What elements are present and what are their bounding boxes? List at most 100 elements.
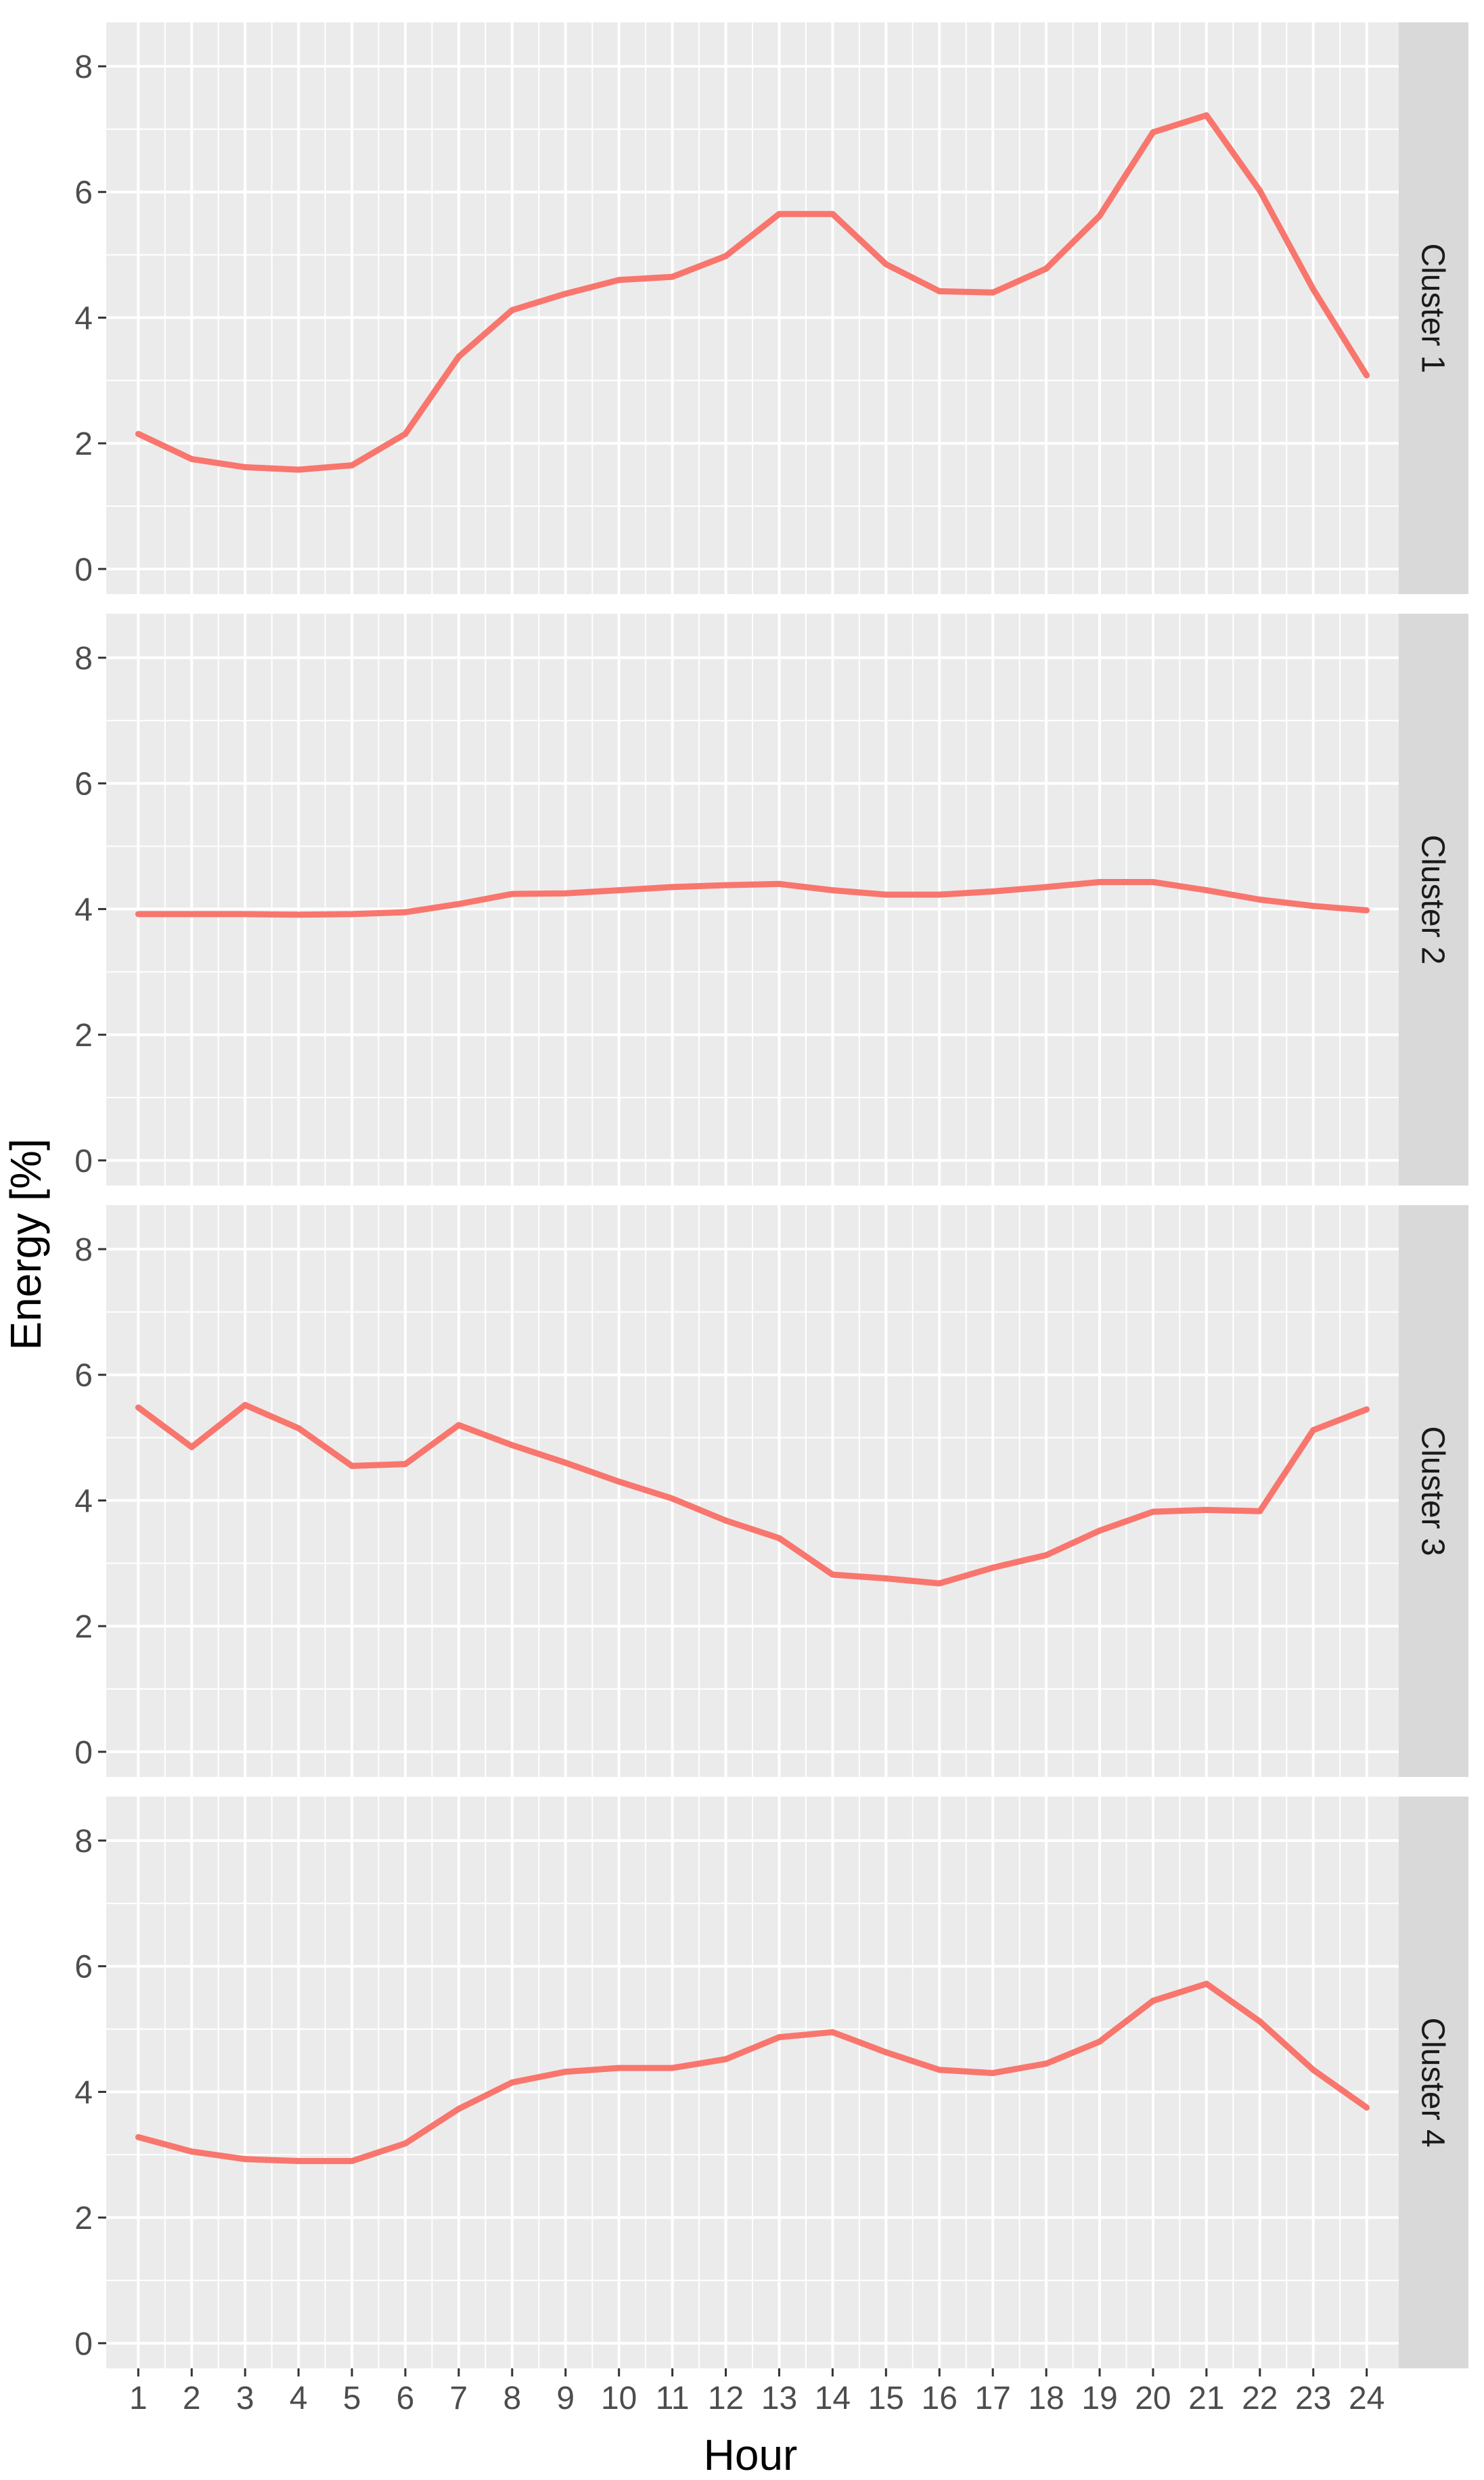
- data-point: [1203, 887, 1210, 894]
- data-point: [455, 901, 462, 907]
- data-point: [989, 888, 996, 895]
- data-point: [455, 1422, 462, 1428]
- x-axis-title: Hour: [704, 2431, 798, 2479]
- data-point: [775, 880, 782, 887]
- x-tick-label: 6: [397, 2381, 415, 2416]
- y-axis-title: Energy [%]: [1, 1138, 50, 1350]
- data-point: [882, 891, 889, 898]
- data-point: [1364, 907, 1370, 914]
- y-tick-label: 6: [74, 175, 93, 211]
- data-point: [1257, 187, 1263, 194]
- y-tick-label: 0: [74, 1144, 93, 1179]
- x-tick-label: 22: [1242, 2381, 1278, 2416]
- data-point: [723, 2056, 729, 2062]
- facet-strip-label: Cluster 3: [1415, 1426, 1451, 1556]
- data-point: [1257, 897, 1263, 903]
- x-tick-label: 5: [343, 2381, 361, 2416]
- data-point: [1364, 2104, 1370, 2111]
- y-tick-label: 0: [74, 2326, 93, 2362]
- data-point: [1096, 2038, 1103, 2045]
- data-point: [348, 911, 355, 918]
- data-point: [295, 1425, 302, 1432]
- facet-panel-2: 0 2 4 6 8 Cluster 2: [74, 614, 1468, 1186]
- x-tick-label: 17: [974, 2381, 1010, 2416]
- data-point: [188, 911, 195, 918]
- data-point: [882, 1575, 889, 1582]
- data-point: [829, 1571, 836, 1578]
- data-point: [1203, 1981, 1210, 1987]
- data-point: [295, 911, 302, 918]
- data-point: [669, 1495, 676, 1502]
- data-point: [616, 887, 623, 894]
- data-point: [188, 1444, 195, 1450]
- y-tick-label: 8: [74, 49, 93, 85]
- data-point: [882, 261, 889, 267]
- y-tick-label: 8: [74, 1232, 93, 1268]
- series-line-cluster-1: [137, 112, 1370, 473]
- x-tick-label: 20: [1135, 2381, 1171, 2416]
- x-tick-label: 23: [1295, 2381, 1331, 2416]
- data-point: [1364, 1406, 1370, 1413]
- x-tick-label: 10: [601, 2381, 637, 2416]
- x-tick-label: 9: [556, 2381, 575, 2416]
- data-point: [829, 887, 836, 894]
- x-tick-label: 4: [290, 2381, 308, 2416]
- data-point: [1310, 903, 1317, 909]
- data-point: [1043, 1552, 1050, 1558]
- y-tick-label: 4: [74, 1483, 93, 1519]
- data-point: [616, 1479, 623, 1485]
- data-point: [1043, 2060, 1050, 2067]
- data-point: [295, 2158, 302, 2165]
- x-tick-label: 11: [656, 2381, 690, 2416]
- data-point: [775, 1535, 782, 1541]
- data-point: [989, 1564, 996, 1571]
- data-point: [348, 2158, 355, 2165]
- data-point: [242, 1401, 248, 1408]
- data-point: [509, 890, 516, 897]
- x-tick-label: 21: [1188, 2381, 1224, 2416]
- data-point: [402, 909, 409, 916]
- facet-strip: [1399, 1797, 1468, 2368]
- data-point: [616, 277, 623, 284]
- data-point: [562, 2069, 569, 2075]
- series-line-cluster-2: [138, 879, 1367, 918]
- y-tick-label: 2: [74, 1018, 93, 1054]
- data-point: [1364, 372, 1370, 379]
- y-tick-label: 8: [74, 641, 93, 677]
- data-point: [723, 1517, 729, 1524]
- x-tick-label: 19: [1081, 2381, 1117, 2416]
- data-point: [562, 890, 569, 897]
- data-point: [348, 1462, 355, 1469]
- y-tick-label: 4: [74, 300, 93, 336]
- y-tick-label: 2: [74, 2201, 93, 2236]
- data-point: [723, 882, 729, 888]
- facet-panel-3: 0 2 4 6 8 Cluster 3: [74, 1205, 1468, 1777]
- data-point: [1150, 1508, 1156, 1515]
- y-tick-label: 2: [74, 1609, 93, 1645]
- data-point: [455, 2106, 462, 2112]
- data-point: [669, 2065, 676, 2071]
- data-point: [936, 891, 943, 898]
- data-point: [509, 2079, 516, 2086]
- y-tick-label: 0: [74, 1735, 93, 1771]
- data-point: [829, 210, 836, 217]
- data-point: [135, 911, 141, 918]
- y-tick-label: 4: [74, 2075, 93, 2111]
- y-tick-label: 0: [74, 552, 93, 588]
- y-tick-label: 4: [74, 892, 93, 928]
- x-tick-label: 18: [1028, 2381, 1064, 2416]
- series-line-cluster-4: [137, 1981, 1369, 2165]
- data-point: [1096, 879, 1103, 885]
- facet-panel-1: 0 2 4 6 8 Cluster 1: [74, 22, 1468, 594]
- data-point: [669, 273, 676, 280]
- data-point: [402, 1461, 409, 1468]
- x-tick-label: 15: [868, 2381, 904, 2416]
- data-point: [562, 1460, 569, 1466]
- x-tick-label: 8: [503, 2381, 521, 2416]
- facet-strip-label: Cluster 1: [1415, 243, 1451, 373]
- data-point: [1203, 1506, 1210, 1513]
- facet-strip-label: Cluster 4: [1415, 2017, 1451, 2147]
- data-point: [295, 466, 302, 473]
- data-point: [989, 2070, 996, 2077]
- data-point: [829, 2029, 836, 2035]
